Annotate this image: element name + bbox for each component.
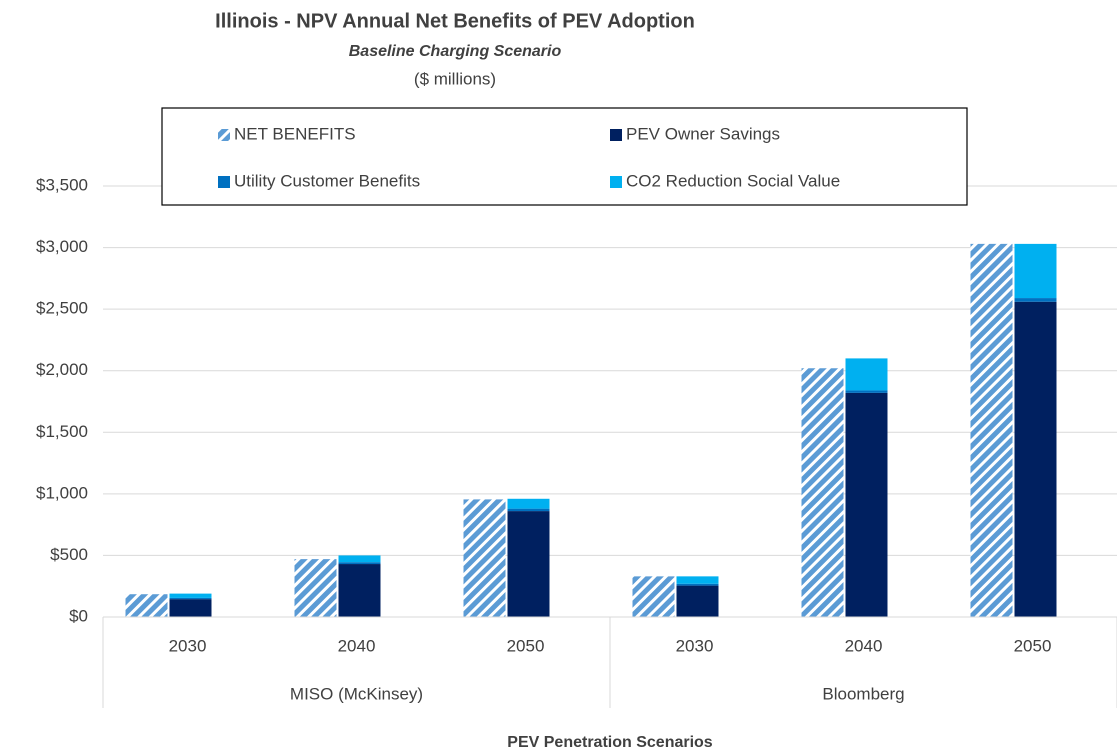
y-tick-label: $3,500 <box>36 175 88 194</box>
stacked-segment <box>676 576 719 584</box>
stacked-segment <box>1014 243 1057 299</box>
legend-label: NET BENEFITS <box>234 124 356 143</box>
y-tick-label: $1,500 <box>36 422 88 441</box>
net-bar <box>125 594 168 617</box>
stacked-segment <box>1014 301 1057 617</box>
x-tick-label: 2030 <box>676 636 714 655</box>
legend-swatch <box>610 129 622 141</box>
chart-subtitle: Baseline Charging Scenario <box>349 43 562 60</box>
y-tick-label: $3,000 <box>36 237 88 256</box>
net-bar <box>294 559 337 617</box>
legend-box <box>161 107 968 206</box>
legend-swatch <box>610 176 622 188</box>
x-axis-title: PEV Penetration Scenarios <box>507 734 713 751</box>
stacked-segment <box>338 555 381 563</box>
stacked-segment <box>507 511 550 617</box>
y-tick-label: $500 <box>50 545 88 564</box>
stacked-segment <box>845 358 888 391</box>
stacked-segment <box>1014 298 1057 302</box>
stacked-segment <box>338 562 381 565</box>
stacked-segment <box>845 392 888 617</box>
stacked-segment <box>845 390 888 393</box>
unit-label: ($ millions) <box>414 69 496 88</box>
legend-label: Utility Customer Benefits <box>234 171 420 190</box>
net-bar <box>801 368 844 617</box>
legend-swatch <box>218 176 230 188</box>
y-tick-label: $1,000 <box>36 483 88 502</box>
x-tick-label: 2040 <box>845 636 883 655</box>
net-bar <box>970 243 1013 617</box>
group-label: Bloomberg <box>822 684 904 703</box>
stacked-segment <box>338 564 381 617</box>
x-tick-label: 2050 <box>1014 636 1052 655</box>
group-label: MISO (McKinsey) <box>290 684 423 703</box>
stacked-segment <box>507 508 550 512</box>
stacked-segment <box>676 583 719 586</box>
x-tick-label: 2040 <box>338 636 376 655</box>
net-bar <box>463 499 506 617</box>
y-tick-label: $0 <box>69 606 88 625</box>
legend-label: CO2 Reduction Social Value <box>626 171 840 190</box>
stacked-segment <box>169 597 212 600</box>
y-tick-label: $2,000 <box>36 360 88 379</box>
x-tick-label: 2030 <box>169 636 207 655</box>
chart-title: Illinois - NPV Annual Net Benefits of PE… <box>215 10 695 32</box>
x-tick-label: 2050 <box>507 636 545 655</box>
stacked-segment <box>169 593 212 598</box>
y-tick-label: $2,500 <box>36 299 88 318</box>
net-bar <box>632 576 675 617</box>
stacked-segment <box>507 498 550 509</box>
stacked-segment <box>169 599 212 617</box>
legend-swatch <box>218 129 230 141</box>
stacked-segment <box>676 585 719 617</box>
legend-label: PEV Owner Savings <box>626 124 780 143</box>
